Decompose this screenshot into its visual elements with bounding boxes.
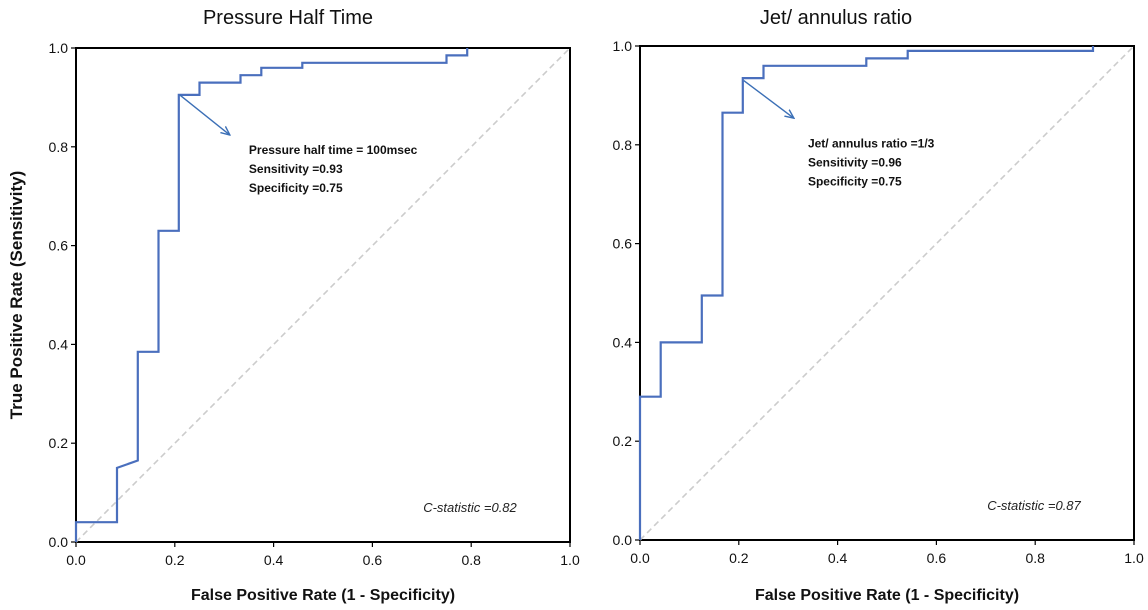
- y-tick-label: 1.0: [49, 40, 69, 56]
- x-tick-label: 0.6: [363, 552, 383, 568]
- x-axis-label: False Positive Rate (1 - Specificity): [755, 587, 1019, 604]
- roc-panel-pressure-half-time: Pressure Half Time 0.0 0.2 0.4 0.6 0.8 1.00.0…: [49, 7, 580, 604]
- panel-title: Jet/ annulus ratio: [760, 7, 912, 29]
- annotation-cutoff: Pressure half time = 100msec: [249, 143, 418, 157]
- x-tick-label: 0.2: [165, 552, 185, 568]
- y-tick-label: 0.0: [613, 532, 633, 548]
- roc-curve: [638, 46, 1095, 540]
- annotation-specificity: Specificity =0.75: [808, 174, 902, 188]
- roc-panel-jet-annulus-ratio: Jet/ annulus ratio 0.0 0.2 0.4 0.6 0.8 1.00.0…: [613, 7, 1144, 604]
- x-tick-label: 0.0: [66, 552, 86, 568]
- x-tick-label: 1.0: [1124, 550, 1144, 566]
- reference-diagonal: [639, 45, 1135, 541]
- axis-ticks: 0.0 0.2 0.4 0.6 0.8 1.0 0.0 0.2 0.4 0.6 0.8 1.0: [613, 38, 1144, 566]
- x-tick-label: 0.6: [927, 550, 947, 566]
- y-tick-label: 0.4: [613, 334, 633, 350]
- roc-curve: [74, 48, 469, 542]
- annotation-arrow: [179, 94, 229, 135]
- panel-title: Pressure Half Time: [203, 7, 373, 29]
- annotation-sensitivity: Sensitivity =0.96: [808, 155, 902, 169]
- y-tick-label: 0.4: [49, 336, 69, 352]
- y-tick-label: 1.0: [613, 38, 633, 54]
- x-tick-label: 0.8: [1025, 550, 1045, 566]
- y-tick-label: 0.0: [49, 534, 69, 550]
- c-statistic: C-statistic =0.87: [987, 498, 1081, 513]
- x-tick-label: 0.2: [729, 550, 749, 566]
- y-tick-label: 0.2: [49, 435, 69, 451]
- y-tick-label: 0.2: [613, 433, 633, 449]
- annotation-specificity: Specificity =0.75: [249, 181, 343, 195]
- axis-ticks: 0.0 0.2 0.4 0.6 0.8 1.0 0.0 0.2 0.4 0.6 0.8 1.0: [49, 40, 580, 568]
- reference-diagonal: [75, 47, 571, 543]
- x-tick-label: 0.4: [264, 552, 284, 568]
- x-tick-label: 0.4: [828, 550, 848, 566]
- y-tick-label: 0.6: [49, 238, 69, 254]
- y-axis-label: True Positive Rate (Sensitivity): [7, 171, 26, 419]
- annotation-cutoff: Jet/ annulus ratio =1/3: [808, 136, 935, 150]
- x-tick-label: 0.8: [461, 552, 481, 568]
- y-tick-label: 0.6: [613, 236, 633, 252]
- x-axis-label: False Positive Rate (1 - Specificity): [191, 587, 455, 604]
- c-statistic: C-statistic =0.82: [423, 500, 517, 515]
- y-tick-label: 0.8: [49, 139, 69, 155]
- y-tick-label: 0.8: [613, 137, 633, 153]
- x-tick-label: 0.0: [630, 550, 650, 566]
- annotation-arrow: [743, 80, 793, 118]
- x-tick-label: 1.0: [560, 552, 580, 568]
- annotation-sensitivity: Sensitivity =0.93: [249, 162, 343, 176]
